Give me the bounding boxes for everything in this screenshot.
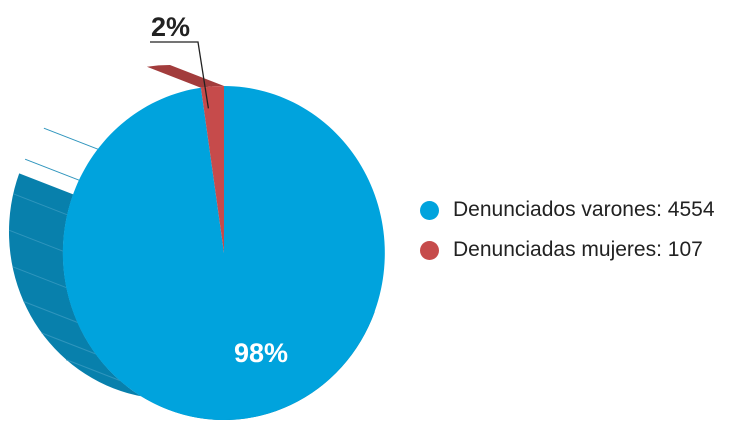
data-label-varones: 98% <box>234 338 288 368</box>
legend-marker-varones <box>420 200 439 220</box>
side-facet-line <box>13 193 68 216</box>
side-facet-line <box>43 127 99 150</box>
side-facet-line <box>23 301 78 323</box>
pie-side-lines <box>8 127 121 382</box>
legend-label-mujeres: Denunciadas mujeres: 107 <box>453 238 703 261</box>
legend-label-varones: Denunciados varones: 4554 <box>453 198 715 221</box>
side-facet-line <box>8 229 64 252</box>
side-facet-line <box>24 158 80 181</box>
callout-line <box>150 41 210 109</box>
legend: Denunciados varones: 4554 Denunciadas mu… <box>420 190 715 270</box>
legend-item-varones: Denunciados varones: 4554 <box>420 190 715 230</box>
side-facet-line <box>65 359 121 382</box>
legend-item-mujeres: Denunciadas mujeres: 107 <box>420 230 715 270</box>
slice-varones <box>62 86 385 420</box>
legend-marker-mujeres <box>420 240 439 260</box>
side-facet-line <box>12 266 67 289</box>
data-label-mujeres: 2% <box>151 12 190 42</box>
slice-mujeres-side <box>146 64 224 88</box>
slice-mujeres <box>200 85 224 254</box>
side-facet-line <box>41 332 96 355</box>
